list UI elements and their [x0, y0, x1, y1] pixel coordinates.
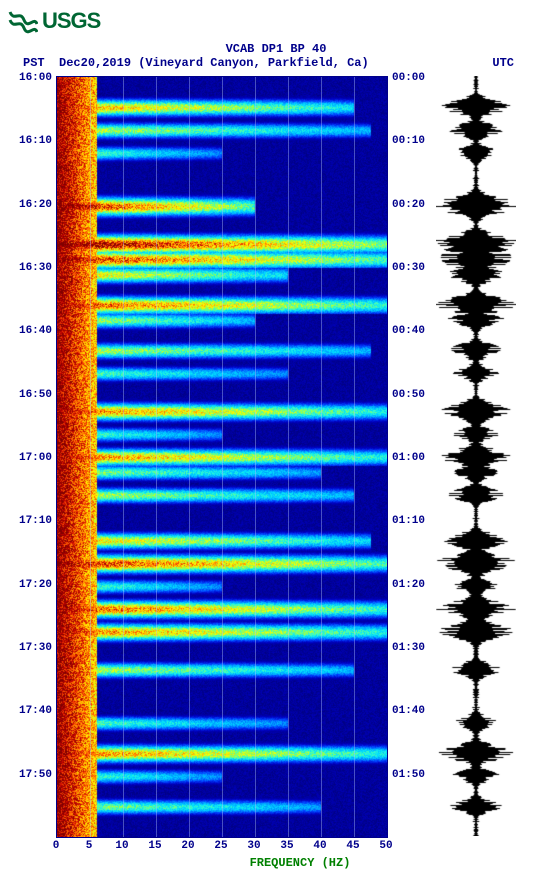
usgs-logo-text: USGS [42, 8, 100, 34]
x-tick: 5 [86, 840, 93, 852]
y-axis-right: 00:0000:1000:2000:3000:4000:5001:0001:10… [388, 76, 436, 836]
grid-line [222, 77, 223, 837]
y-tick-right: 01:40 [392, 705, 425, 717]
date-text: Dec20,2019 [59, 56, 131, 70]
spectrogram [56, 76, 388, 838]
grid-line [189, 77, 190, 837]
y-tick-right: 00:20 [392, 199, 425, 211]
grid-line [90, 77, 91, 837]
y-tick-left: 16:10 [19, 135, 52, 147]
y-axis-left: 16:0016:1016:2016:3016:4016:5017:0017:10… [8, 76, 56, 836]
y-tick-left: 17:50 [19, 769, 52, 781]
y-tick-left: 17:10 [19, 515, 52, 527]
usgs-logo: USGS [8, 8, 544, 34]
waveform [436, 76, 516, 836]
chart-title: VCAB DP1 BP 40 [8, 42, 544, 56]
x-tick: 50 [379, 840, 392, 852]
x-tick: 25 [214, 840, 227, 852]
x-tick: 0 [53, 840, 60, 852]
waveform-canvas [436, 76, 516, 836]
right-tz-label: UTC [492, 56, 514, 70]
grid-line [123, 77, 124, 837]
y-tick-right: 00:00 [392, 72, 425, 84]
y-tick-right: 01:20 [392, 579, 425, 591]
x-axis: 05101520253035404550 [56, 838, 386, 854]
y-tick-left: 16:50 [19, 389, 52, 401]
x-tick: 35 [280, 840, 293, 852]
y-tick-left: 17:00 [19, 452, 52, 464]
x-tick: 15 [148, 840, 161, 852]
x-tick: 45 [346, 840, 359, 852]
left-tz-label: PST [23, 56, 45, 70]
y-tick-right: 01:10 [392, 515, 425, 527]
x-tick: 10 [115, 840, 128, 852]
x-tick: 20 [181, 840, 194, 852]
chart-meta-line: PST Dec20,2019 (Vineyard Canyon, Parkfie… [8, 56, 544, 70]
x-axis-label: FREQUENCY (HZ) [56, 856, 544, 870]
y-tick-right: 01:30 [392, 642, 425, 654]
x-tick: 30 [247, 840, 260, 852]
y-tick-left: 16:00 [19, 72, 52, 84]
y-tick-left: 17:40 [19, 705, 52, 717]
plot-area: 16:0016:1016:2016:3016:4016:5017:0017:10… [8, 76, 544, 838]
y-tick-right: 01:50 [392, 769, 425, 781]
location-text: (Vineyard Canyon, Parkfield, Ca) [138, 56, 368, 70]
grid-line [288, 77, 289, 837]
grid-line [321, 77, 322, 837]
y-tick-right: 01:00 [392, 452, 425, 464]
y-tick-right: 00:50 [392, 389, 425, 401]
y-tick-right: 00:40 [392, 325, 425, 337]
y-tick-right: 00:10 [392, 135, 425, 147]
grid-line [255, 77, 256, 837]
y-tick-left: 17:20 [19, 579, 52, 591]
y-tick-left: 16:40 [19, 325, 52, 337]
y-tick-left: 16:30 [19, 262, 52, 274]
y-tick-left: 16:20 [19, 199, 52, 211]
grid-line [156, 77, 157, 837]
grid-line [354, 77, 355, 837]
y-tick-left: 17:30 [19, 642, 52, 654]
x-tick: 40 [313, 840, 326, 852]
y-tick-right: 00:30 [392, 262, 425, 274]
